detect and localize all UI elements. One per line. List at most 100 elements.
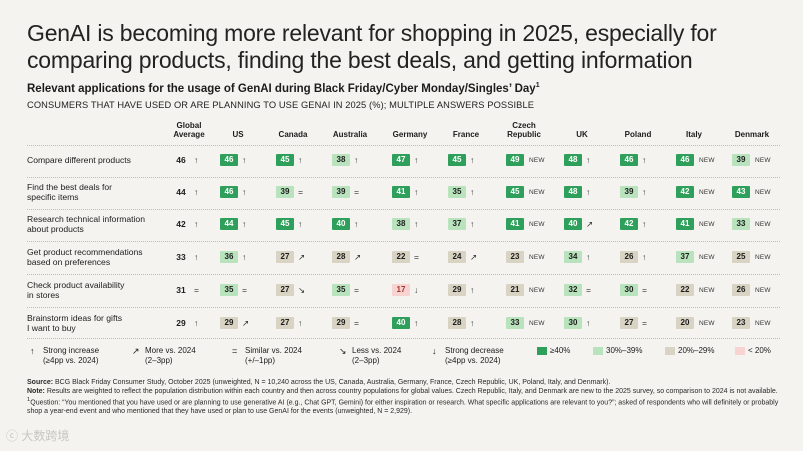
row-label: Get product recommendations based on pref…: [27, 247, 143, 267]
trend-arrow-icon: =: [642, 285, 647, 295]
value-badge: 43: [732, 186, 750, 198]
table-cell: 40 ↗: [564, 218, 593, 230]
value-badge: 45: [276, 154, 294, 166]
value-badge: 48: [564, 154, 582, 166]
value-badge: 27: [620, 317, 638, 329]
table-cell: 29 =: [332, 317, 359, 329]
subtitle-footnote-mark: 1: [535, 82, 540, 89]
table-cell: 35 =: [220, 284, 247, 296]
trend-arrow-icon: ↑: [470, 318, 475, 328]
legend-symbol-icon: ↘: [339, 346, 347, 356]
legend-line: (2–3pp): [145, 356, 173, 365]
table-cell: 39 =: [332, 186, 359, 198]
global-average-value: 42: [176, 219, 186, 229]
column-header: France: [434, 130, 498, 139]
trend-arrow-icon: ↑: [586, 318, 591, 328]
trend-arrow-icon: ↗: [242, 317, 250, 328]
trend-arrow-icon: ↓: [414, 285, 419, 295]
value-badge: 37: [676, 251, 694, 263]
table-cell: 46 ↑: [220, 154, 246, 166]
trend-arrow-icon: ↘: [298, 284, 306, 295]
value-badge: 35: [332, 284, 350, 296]
color-swatch-label: < 20%: [748, 346, 771, 355]
trend-arrow-icon: ↑: [470, 219, 475, 229]
column-header-line: Canada: [278, 130, 308, 139]
legend-symbol-icon: ↗: [132, 346, 140, 356]
global-average-value: 44: [176, 187, 186, 197]
column-header-line: Czech: [512, 121, 536, 130]
table-cell: 45 ↑: [448, 154, 474, 166]
table-cell: 44 ↑: [220, 218, 246, 230]
value-badge: 46: [620, 154, 638, 166]
column-header-line: Italy: [685, 130, 702, 139]
trend-arrow-icon: ↑: [586, 252, 591, 262]
row-divider: [27, 209, 780, 210]
chart-subtitle: Relevant applications for the usage of G…: [27, 82, 540, 95]
table-cell: 46 ↑: [220, 186, 246, 198]
row-divider: [27, 241, 780, 242]
table-cell: 31 =: [172, 284, 199, 296]
value-badge: 36: [220, 251, 238, 263]
legend-text: More vs. 2024 (2–3pp): [145, 346, 196, 366]
trend-arrow-icon: =: [242, 285, 247, 295]
new-label: NEW: [755, 188, 771, 196]
table-cell: 37 NEW: [676, 251, 715, 263]
table-cell: 26 ↑: [620, 251, 646, 263]
table-cell: 34 ↑: [564, 251, 590, 263]
value-badge: 33: [506, 317, 524, 329]
table-cell: 22 NEW: [676, 284, 715, 296]
trend-arrow-icon: ↑: [414, 187, 419, 197]
table-cell: 41 NEW: [506, 218, 545, 230]
row-divider: [27, 177, 780, 178]
trend-arrow-icon: ↑: [414, 155, 419, 165]
new-label: NEW: [699, 188, 715, 196]
column-header-line: Germany: [392, 130, 428, 139]
new-label: NEW: [699, 253, 715, 261]
row-label-line: Brainstorm ideas for gifts: [27, 313, 123, 323]
global-average-value: 31: [176, 285, 186, 295]
trend-arrow-icon: ↗: [586, 218, 594, 229]
trend-arrow-icon: =: [586, 285, 591, 295]
trend-arrow-icon: ↑: [194, 187, 199, 197]
trend-arrow-icon: ↑: [242, 219, 247, 229]
new-label: NEW: [755, 319, 771, 327]
value-badge: 38: [332, 154, 350, 166]
table-cell: 48 ↑: [564, 154, 590, 166]
value-badge: 34: [564, 251, 582, 263]
table-cell: 42 ↑: [172, 218, 198, 230]
legend-text: Strong increase (≥4pp vs. 2024): [43, 346, 99, 366]
value-badge: 27: [276, 251, 294, 263]
trend-arrow-icon: =: [354, 285, 359, 295]
global-average-value: 29: [176, 318, 186, 328]
column-header: Australia: [318, 130, 382, 139]
column-header-line: Denmark: [734, 130, 770, 139]
value-badge: 35: [448, 186, 466, 198]
table-cell: 37 ↑: [448, 218, 474, 230]
row-label: Research technical information about prod…: [27, 214, 145, 234]
table-cell: 42 NEW: [676, 186, 715, 198]
table-cell: 35 ↑: [448, 186, 474, 198]
trend-arrow-icon: ↑: [298, 219, 303, 229]
legend-text: Less vs. 2024 (2–3pp): [352, 346, 401, 366]
value-badge: 22: [392, 251, 410, 263]
notes: Source: BCG Black Friday Consumer Study,…: [27, 378, 787, 416]
column-header-line: Republic: [507, 130, 541, 139]
chart-caption: CONSUMERS THAT HAVE USED OR ARE PLANNING…: [27, 100, 535, 110]
value-badge: 33: [732, 218, 750, 230]
footnote-text: Question: “You mentioned that you have u…: [27, 399, 779, 416]
value-badge: 27: [276, 317, 294, 329]
legend-line: Strong decrease: [445, 346, 504, 355]
value-badge: 44: [220, 218, 238, 230]
trend-arrow-icon: =: [194, 285, 199, 295]
global-average-value: 46: [176, 155, 186, 165]
table-cell: 23 NEW: [506, 251, 545, 263]
value-badge: 46: [220, 186, 238, 198]
table-cell: 47 ↑: [392, 154, 418, 166]
value-badge: 26: [620, 251, 638, 263]
trend-arrow-icon: =: [414, 252, 419, 262]
row-label: Check product availability in stores: [27, 280, 124, 300]
value-badge: 40: [564, 218, 582, 230]
trend-arrow-icon: =: [642, 318, 647, 328]
value-badge: 20: [676, 317, 694, 329]
color-swatch-label: ≥40%: [550, 346, 571, 355]
